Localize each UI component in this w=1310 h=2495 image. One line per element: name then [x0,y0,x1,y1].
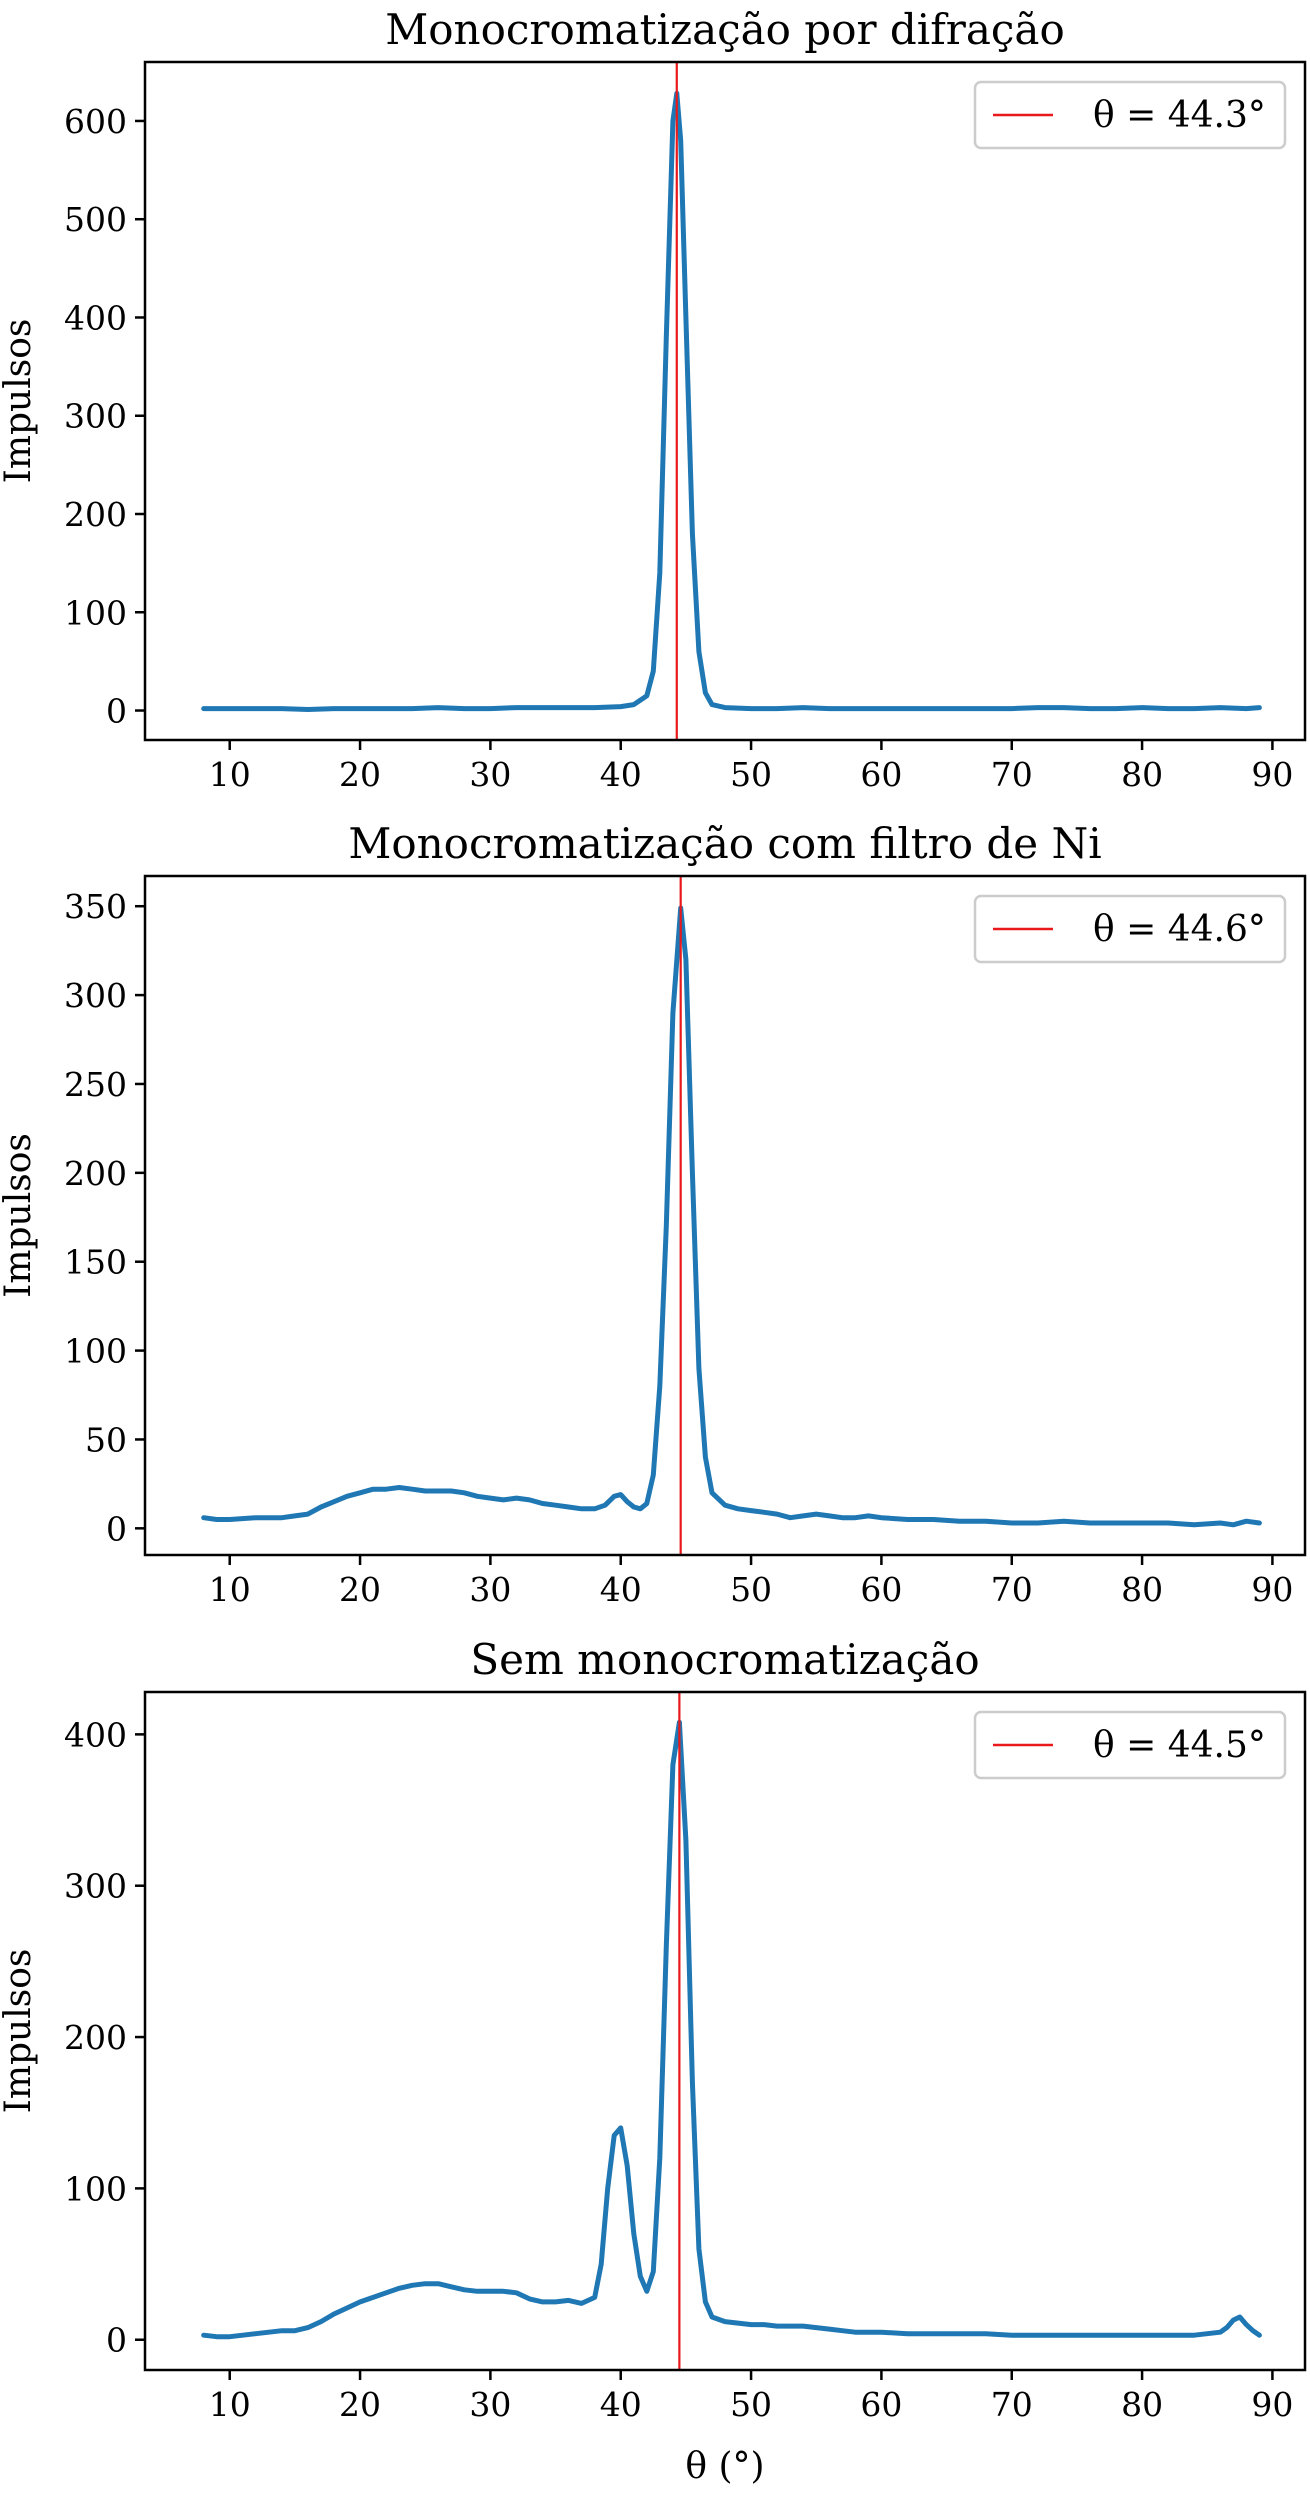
y-tick-label: 200 [64,1154,127,1193]
y-tick-label: 400 [64,1715,127,1754]
y-tick-label: 0 [106,692,127,731]
x-tick-label: 70 [991,2385,1033,2424]
axes-frame [143,60,1307,742]
x-axis-label: θ (°) [685,2446,764,2487]
axes-frame [143,874,1307,1557]
y-axis-label: Impulsos [0,319,39,484]
x-tick-label: 10 [209,2385,251,2424]
y-tick-label: 0 [106,1509,127,1548]
y-tick-label: 150 [64,1243,127,1282]
legend-label: θ = 44.5° [1093,1725,1266,1766]
x-tick-label: 10 [209,1570,251,1609]
x-tick-label: 80 [1121,2385,1163,2424]
y-tick-label: 100 [64,2169,127,2208]
legend-label: θ = 44.3° [1093,95,1266,136]
x-tick-label: 60 [860,755,902,794]
chart-panel-2: Monocromatização com filtro de Ni 10 20 30 4… [0,819,1307,1609]
x-tick-label: 20 [339,755,381,794]
x-tick-label: 40 [600,1570,642,1609]
legend-box [973,80,1287,150]
x-tick-label: 50 [730,2385,772,2424]
axes-frame [143,1690,1307,2372]
y-tick-label: 0 [106,2321,127,2360]
y-axis-label: Impulsos [0,1949,39,2114]
chart-panel-3: Sem monocromatização 10 20 30 40 50 60 70 80 90 0 1… [0,1635,1307,2487]
x-tick-label: 40 [600,2385,642,2424]
legend: θ = 44.5° [973,1710,1287,1780]
y-tick-label: 600 [64,102,127,141]
y-tick-label: 50 [85,1420,127,1459]
x-tick-label: 70 [991,755,1033,794]
y-tick-label: 350 [64,887,127,926]
y-tick-label: 250 [64,1065,127,1104]
legend: θ = 44.6° [973,894,1287,964]
x-tick-label: 90 [1251,755,1293,794]
y-tick-label: 300 [64,976,127,1015]
x-tick-label: 90 [1251,2385,1293,2424]
x-tick-label: 20 [339,1570,381,1609]
x-tick-label: 20 [339,2385,381,2424]
chart-title: Monocromatização com filtro de Ni [348,819,1101,868]
x-tick-label: 90 [1251,1570,1293,1609]
series-line [201,905,1262,1528]
x-tick-label: 60 [860,2385,902,2424]
y-tick-label: 300 [64,397,127,436]
chart-panel-1: Monocromatização por difração 10 20 30 40 50 6… [0,5,1307,794]
x-tick-label: 70 [991,1570,1033,1609]
x-tick-label: 60 [860,1570,902,1609]
y-tick-label: 200 [64,495,127,534]
y-tick-label: 100 [64,1332,127,1371]
legend-box [973,1710,1287,1780]
x-tick-label: 40 [600,755,642,794]
series-line [201,90,1262,712]
chart-title: Monocromatização por difração [385,5,1065,54]
x-tick-label: 10 [209,755,251,794]
y-tick-label: 200 [64,2018,127,2057]
x-tick-label: 30 [469,2385,511,2424]
x-tick-label: 50 [730,1570,772,1609]
x-tick-label: 30 [469,1570,511,1609]
x-tick-label: 30 [469,755,511,794]
x-tick-label: 80 [1121,755,1163,794]
legend: θ = 44.3° [973,80,1287,150]
legend-box [973,894,1287,964]
y-axis-label: Impulsos [0,1133,39,1298]
x-tick-label: 50 [730,755,772,794]
y-tick-label: 300 [64,1867,127,1906]
series-line [201,1719,1262,2340]
y-tick-label: 400 [64,298,127,337]
y-tick-label: 100 [64,593,127,632]
legend-label: θ = 44.6° [1093,909,1266,950]
x-tick-label: 80 [1121,1570,1163,1609]
chart-title: Sem monocromatização [470,1635,979,1684]
y-tick-label: 500 [64,200,127,239]
